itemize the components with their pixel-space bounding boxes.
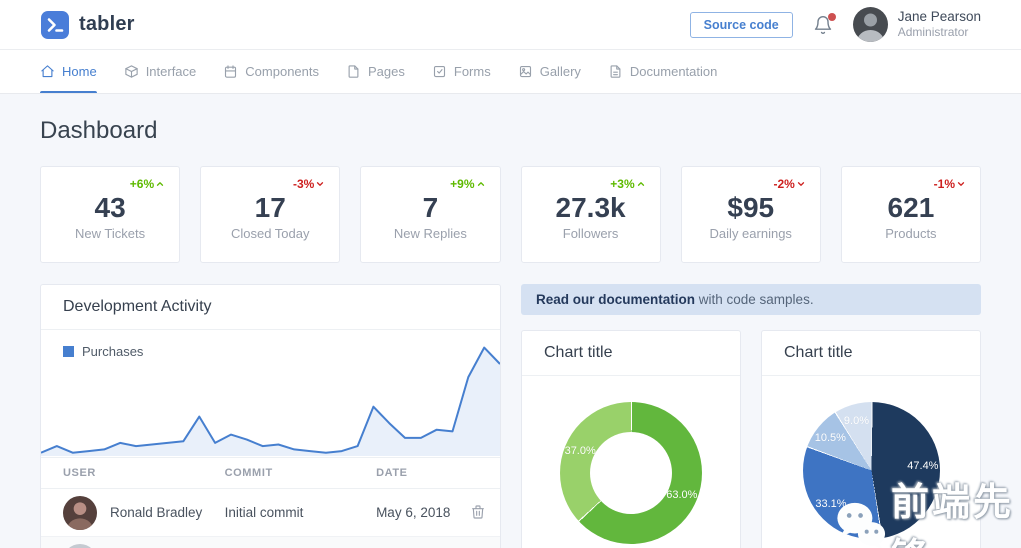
stat-card-closed-today[interactable]: -3% 17 Closed Today [200,166,341,263]
stat-value: 17 [254,192,286,223]
legend-swatch [63,346,74,357]
stat-card-products[interactable]: -1% 621 Products [840,166,981,263]
stat-card-followers[interactable]: +3% 27.3k Followers [520,166,661,263]
main-nav: Home Interface Components Pages Forms Ga… [0,50,1021,94]
check-square-icon [432,64,447,79]
home-icon [40,64,55,79]
pie-slice-label: 47.4% [907,460,939,473]
pie-slice-label: 10.5% [814,431,846,444]
stat-card-new-replies[interactable]: +9% 7 New Replies [360,166,501,263]
chart-legend: Purchases [63,344,143,359]
nav-item-interface[interactable]: Interface [124,50,196,93]
chevron-icon [155,179,165,189]
nav-item-pages[interactable]: Pages [346,50,405,93]
commit-message [224,536,377,548]
stat-card-new-tickets[interactable]: +6% 43 New Tickets [40,166,181,263]
user-role: Administrator [897,25,969,40]
file-text-icon [608,64,623,79]
nav-item-home[interactable]: Home [40,50,97,93]
pie-slice-label: 33.1% [815,497,847,510]
unread-dot [827,12,836,21]
image-icon [518,64,533,79]
nav-item-forms[interactable]: Forms [432,50,491,93]
card-title: Development Activity [41,285,500,330]
commit-user: Ronald Bradley [110,505,203,520]
stat-label: Closed Today [230,226,310,242]
brand[interactable]: tabler [40,10,135,40]
trash-icon [470,504,486,520]
delete-commit-button[interactable] [468,502,488,522]
donut-hole [589,431,673,515]
chevron-icon [956,179,966,189]
user-menu[interactable]: Jane Pearson Administrator [852,7,981,42]
legend-label: Purchases [82,344,144,359]
stat-label: Daily earnings [709,226,792,242]
table-row [41,536,500,548]
pie-slice-label: 37.0% [564,445,596,457]
stat-value: 621 [887,192,935,223]
pie-slice-label: 9.0% [843,414,870,427]
pie-chart: 47.4% 33.1% 10.5% 9.0% [762,376,980,548]
table-row: Ronald Bradley Initial commit May 6, 201… [41,488,500,537]
stat-label: New Tickets [75,226,146,242]
documentation-alert: Read our documentation with code samples… [521,284,981,315]
stat-value: 43 [94,192,126,223]
stats-row: +6% 43 New Tickets -3% 17 Closed Today +… [40,166,981,263]
stat-label: Products [885,226,937,242]
commits-table: USER COMMIT DATE [41,457,500,548]
stat-delta-badge: -1% [856,176,966,192]
stat-delta-badge: +6% [55,176,165,192]
commit-message: Initial commit [224,488,377,537]
stat-card-daily-earnings[interactable]: -2% $95 Daily earnings [680,166,821,263]
col-header-commit[interactable]: COMMIT [224,457,377,489]
commit-date [376,536,468,548]
purchases-area-chart: Purchases [41,330,500,457]
pie-chart-card: Chart title 47.4% 33.1% 10.5% 9.0% [761,330,981,548]
row-avatar [63,495,97,530]
donut-chart: 63.0% 37.0% [522,376,740,548]
stat-delta-badge: -3% [215,176,325,192]
purchases-line [41,346,500,454]
bell-icon [813,15,833,35]
file-icon [346,64,361,79]
row-avatar [63,543,97,548]
stat-value: $95 [727,192,775,223]
box-icon [124,64,139,79]
stat-label: New Replies [393,226,467,242]
nav-item-components[interactable]: Components [223,50,319,93]
alert-text: with code samples. [695,292,814,307]
card-title: Chart title [762,331,980,376]
user-name: Jane Pearson [897,8,981,24]
page-title: Dashboard [40,117,158,144]
card-title: Chart title [522,331,740,376]
stat-delta-badge: +9% [375,176,485,192]
notifications-button[interactable] [813,12,836,35]
calendar-icon [223,64,238,79]
user-avatar [852,7,888,42]
stat-value: 27.3k [555,192,626,223]
stat-value: 7 [422,192,439,223]
source-code-button[interactable]: Source code [689,11,793,38]
donut-chart-card: Chart title 63.0% 37.0% [521,330,741,548]
stat-delta-badge: -2% [696,176,806,192]
topbar: tabler Source code Jane Pearson Admin [0,0,1021,50]
tabler-logo-icon [40,10,70,40]
stat-delta-badge: +3% [536,176,646,192]
documentation-link[interactable]: Read our documentation [536,292,696,307]
chevron-icon [796,179,806,189]
nav-item-documentation[interactable]: Documentation [608,50,717,93]
pie-slice-label: 63.0% [666,488,698,501]
col-header-date[interactable]: DATE [376,457,468,489]
nav-item-gallery[interactable]: Gallery [518,50,581,93]
chevron-icon [476,179,486,189]
development-activity-card: Development Activity Purchases USER COMM… [40,284,501,548]
area-fill [41,347,500,456]
col-header-user[interactable]: USER [41,457,225,489]
brand-name: tabler [79,13,135,35]
chevron-icon [315,179,325,189]
chevron-icon [636,179,646,189]
commit-date: May 6, 2018 [376,488,468,537]
stat-label: Followers [562,226,619,242]
